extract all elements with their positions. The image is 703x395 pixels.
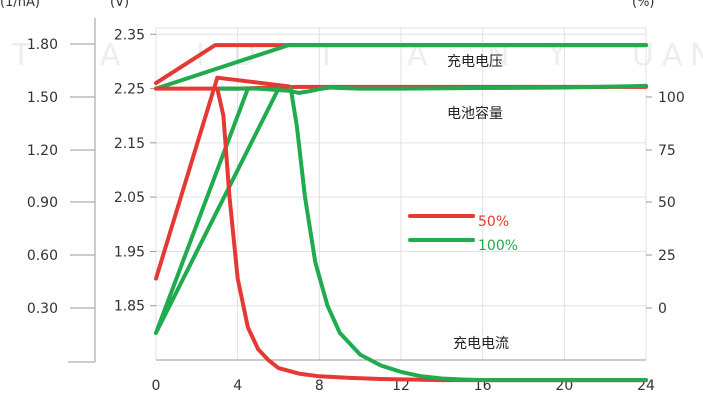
current-tick-label: 1.80 xyxy=(27,37,58,53)
annotation-current: 充电电流 xyxy=(453,336,509,352)
capacity-axis-ticks: 100 75 50 25 0 xyxy=(658,90,685,317)
series-line-50-current xyxy=(215,86,648,383)
legend-label-50: 50% xyxy=(478,214,509,230)
watermark-letter: A xyxy=(100,38,121,73)
capacity-tick-label: 0 xyxy=(658,301,667,317)
voltage-tick-label: 2.25 xyxy=(114,82,145,98)
x-tick-label: 0 xyxy=(152,378,161,394)
series-line-100-current xyxy=(288,86,648,383)
series-line-100-capacity-rise-2 xyxy=(154,86,250,335)
voltage-tick-label: 2.35 xyxy=(114,27,145,43)
voltage-unit-label: (V) xyxy=(110,0,129,10)
current-axis-ticks: 1.80 1.50 1.20 0.90 0.60 0.30 xyxy=(27,37,58,317)
voltage-axis-ticks: 2.35 2.25 2.15 2.05 1.95 1.85 xyxy=(114,27,145,314)
capacity-tick-label: 100 xyxy=(658,90,685,106)
current-tick-label: 0.90 xyxy=(27,195,58,211)
current-unit-label: (1/hA) xyxy=(0,0,40,10)
capacity-unit-label: (%) xyxy=(632,0,655,10)
voltage-tick-label: 2.15 xyxy=(114,136,145,152)
watermark-letter: I xyxy=(322,38,331,73)
watermark-letter: N xyxy=(690,38,703,73)
voltage-tick-label: 1.95 xyxy=(114,244,145,260)
series-line-50-capacity-rise xyxy=(154,75,291,281)
series xyxy=(154,43,648,383)
annotation-voltage: 充电电压 xyxy=(447,54,503,70)
current-tick-label: 1.50 xyxy=(27,90,58,106)
watermark-letter: T xyxy=(11,38,31,73)
legend: 50% 100% xyxy=(408,214,518,254)
current-tick-label: 1.20 xyxy=(27,143,58,159)
legend-label-100: 100% xyxy=(478,238,518,254)
series-line-100-capacity xyxy=(215,83,648,95)
x-tick-label: 4 xyxy=(233,378,242,394)
capacity-tick-label: 75 xyxy=(658,143,676,159)
x-tick-label: 8 xyxy=(315,378,324,394)
capacity-tick-label: 50 xyxy=(658,195,676,211)
voltage-tick-label: 2.05 xyxy=(114,190,145,206)
x-tick-label: 12 xyxy=(392,378,410,394)
series-line-100-voltage xyxy=(154,43,648,91)
voltage-tick-label: 1.85 xyxy=(114,299,145,315)
capacity-tick-label: 25 xyxy=(658,248,676,264)
current-tick-label: 0.30 xyxy=(27,301,58,317)
axes xyxy=(68,18,652,363)
watermark-letter: A xyxy=(662,38,683,73)
series-line-100-capacity-rise xyxy=(154,86,281,335)
annotation-capacity: 电池容量 xyxy=(447,105,503,122)
current-tick-label: 0.60 xyxy=(27,248,58,264)
